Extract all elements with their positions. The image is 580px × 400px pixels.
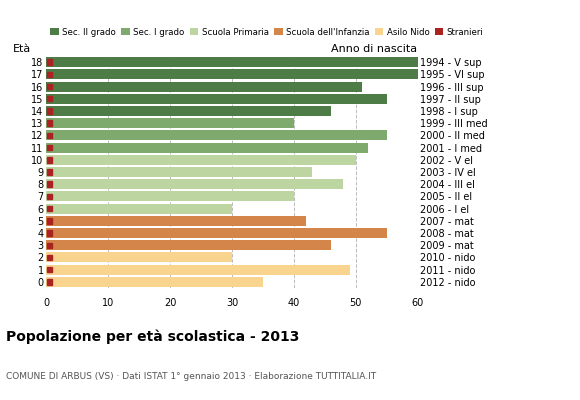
Bar: [47, 218, 52, 224]
Text: Anno di nascita: Anno di nascita: [332, 44, 418, 54]
Bar: [46, 179, 343, 189]
Bar: [46, 130, 387, 140]
Bar: [46, 106, 331, 116]
Bar: [46, 69, 418, 79]
Bar: [46, 228, 387, 238]
Bar: [46, 216, 306, 226]
Bar: [47, 206, 52, 211]
Text: Età: Età: [13, 44, 31, 54]
Text: Popolazione per età scolastica - 2013: Popolazione per età scolastica - 2013: [6, 330, 299, 344]
Bar: [46, 240, 331, 250]
Bar: [46, 192, 294, 202]
Bar: [47, 108, 52, 114]
Bar: [46, 142, 368, 152]
Bar: [46, 252, 232, 262]
Bar: [47, 157, 52, 162]
Bar: [46, 118, 294, 128]
Bar: [47, 133, 52, 138]
Bar: [46, 265, 350, 275]
Bar: [46, 277, 263, 287]
Bar: [47, 255, 52, 260]
Bar: [47, 72, 52, 77]
Bar: [47, 242, 52, 248]
Bar: [47, 169, 52, 175]
Bar: [47, 194, 52, 199]
Bar: [47, 267, 52, 272]
Bar: [46, 167, 313, 177]
Bar: [46, 94, 387, 104]
Bar: [47, 120, 52, 126]
Text: COMUNE DI ARBUS (VS) · Dati ISTAT 1° gennaio 2013 · Elaborazione TUTTITALIA.IT: COMUNE DI ARBUS (VS) · Dati ISTAT 1° gen…: [6, 372, 376, 381]
Bar: [46, 57, 418, 67]
Legend: Sec. II grado, Sec. I grado, Scuola Primaria, Scuola dell'Infanzia, Asilo Nido, : Sec. II grado, Sec. I grado, Scuola Prim…: [47, 24, 487, 40]
Bar: [46, 204, 232, 214]
Bar: [47, 84, 52, 89]
Bar: [47, 145, 52, 150]
Bar: [46, 155, 356, 165]
Bar: [47, 59, 52, 65]
Bar: [47, 96, 52, 102]
Bar: [47, 279, 52, 285]
Bar: [46, 82, 362, 92]
Bar: [47, 182, 52, 187]
Bar: [47, 230, 52, 236]
